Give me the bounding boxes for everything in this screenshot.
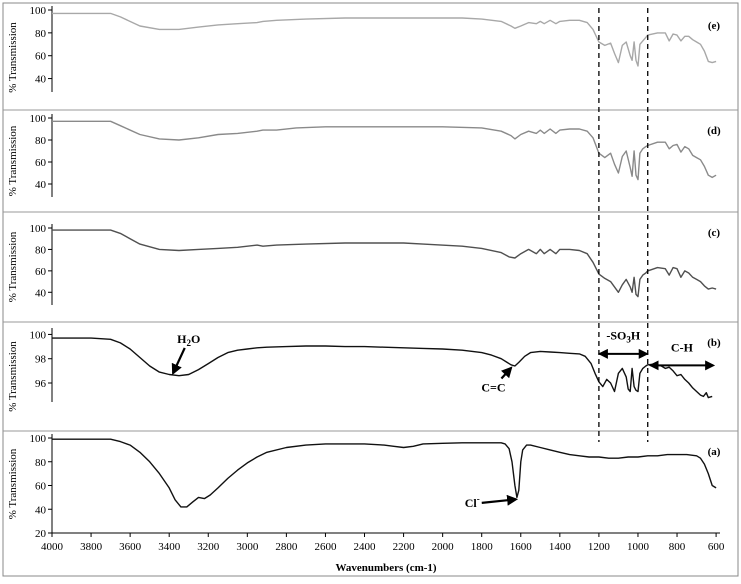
annotation-cl: Cl- [465,494,519,510]
x-tick-label: 4000 [41,541,64,553]
x-tick-label: 3200 [197,541,220,553]
y-tick-label: 100 [30,113,47,125]
y-tick-label: 96 [35,378,47,390]
x-tick-label: 2800 [275,541,298,553]
annotation-label: Cl- [465,494,480,510]
spectrum-line-a [52,438,717,508]
annotation-label: C=C [481,381,505,395]
annotation-arrow [481,494,519,506]
y-tick-label: 100 [30,329,47,341]
y-tick-label: 100 [30,5,47,17]
annotation-h2o: H2O [171,332,200,376]
panel-a: 20 40 60 80 100 % Transmission (a) [7,433,721,540]
panel-e: 40 60 80 100 % Transmission (e) [7,5,720,93]
range-label: -SO3H [606,328,641,344]
x-tick-label: 3600 [119,541,142,553]
x-tick-label: 3400 [158,541,181,553]
y-tick-label: 100 [30,433,47,445]
y-axis-label: % Transmission [7,231,19,302]
y-tick-label: 60 [35,266,47,278]
annotation-c=c: C=C [481,366,513,395]
y-axis-label: % Transmission [7,448,19,519]
x-tick-label: 1000 [627,541,650,553]
range-annotation-so3h: -SO3H [597,328,649,359]
x-tick-label: 800 [669,541,686,553]
y-tick-label: 60 [35,51,47,63]
x-axis-label: Wavenumbers (cm-1) [335,562,436,574]
spectrum-line-b [52,337,713,399]
y-tick-label: 20 [35,528,47,540]
y-tick-label: 98 [35,354,47,366]
y-axis-label: % Transmission [7,22,19,93]
y-tick-label: 40 [35,287,47,299]
x-tick-label: 2400 [354,541,377,553]
x-tick-label: 1400 [549,541,572,553]
panel-b: 96 98 100 % Transmission (b) [7,328,721,412]
y-tick-label: 40 [35,74,47,86]
x-tick-label: 2000 [432,541,455,553]
panel-d: 40 60 80 100 % Transmission (d) [7,113,721,197]
figure-frame [2,2,739,577]
y-tick-label: 100 [30,223,47,235]
panel-c: 40 60 80 100 % Transmission (c) [7,223,720,305]
annotation-arrow [500,366,513,380]
y-tick-label: 40 [35,179,47,191]
panel-label: (b) [707,337,721,349]
y-tick-label: 60 [35,157,47,169]
spectrum-line-e [52,12,717,67]
annotation-label: H2O [177,332,200,348]
panel-label: (e) [708,20,721,32]
y-tick-label: 40 [35,504,47,516]
y-axis-label: % Transmission [7,125,19,196]
x-tick-label: 1600 [510,541,533,553]
annotation-arrow [171,347,186,376]
panel-label: (a) [708,446,721,458]
panel-label: (c) [708,227,721,239]
x-tick-label: 3000 [236,541,259,553]
y-tick-label: 80 [35,457,47,469]
spectrum-line-c [52,229,717,298]
y-axis-label: % Transmission [7,341,19,412]
panel-label: (d) [707,125,721,137]
y-tick-label: 80 [35,135,47,147]
x-tick-label: 600 [708,541,725,553]
x-tick-label: 1800 [471,541,494,553]
spectrum-line-d [52,120,717,181]
x-tick-label: 3800 [80,541,103,553]
range-annotation-ch: C-H [648,340,716,371]
y-tick-label: 60 [35,481,47,493]
x-tick-label: 2600 [314,541,337,553]
x-tick-label: 2200 [393,541,416,553]
y-tick-label: 80 [35,28,47,40]
y-tick-label: 80 [35,244,47,256]
x-tick-label: 1200 [588,541,611,553]
range-label: C-H [671,340,694,354]
